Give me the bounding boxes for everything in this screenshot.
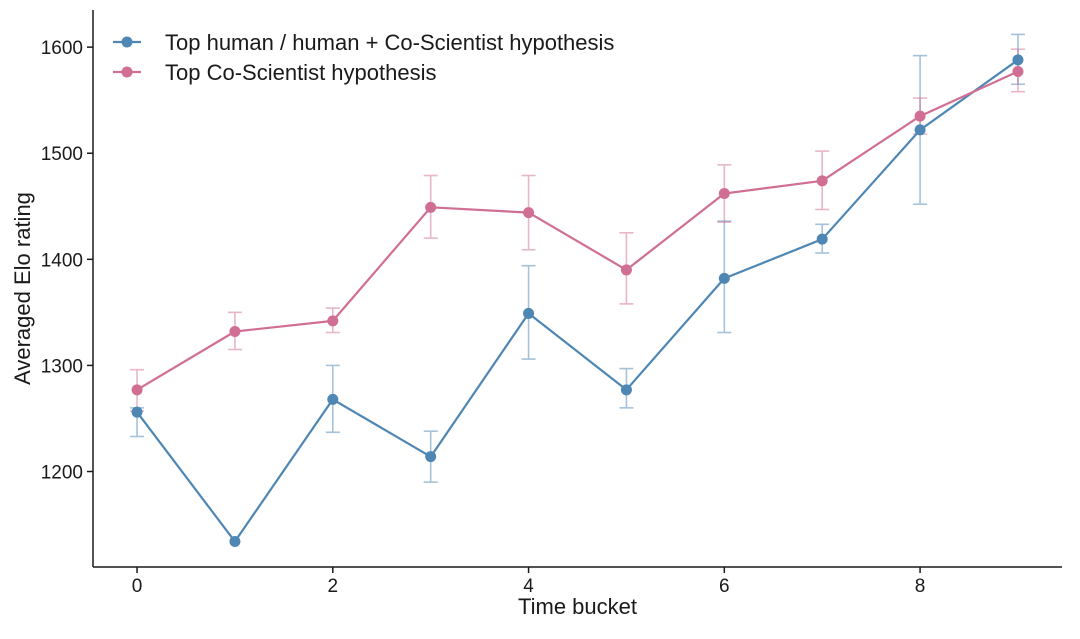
data-point-series-2 bbox=[1012, 66, 1024, 78]
x-axis-label: Time bucket bbox=[518, 594, 637, 619]
data-point-series-2 bbox=[327, 315, 339, 327]
x-tick-label: 2 bbox=[328, 576, 339, 597]
data-point-series-1 bbox=[620, 384, 632, 396]
data-point-series-2 bbox=[914, 110, 926, 122]
data-point-series-2 bbox=[425, 201, 437, 213]
legend-label: Top Co-Scientist hypothesis bbox=[165, 60, 436, 85]
data-point-series-1 bbox=[1012, 54, 1024, 66]
legend-label: Top human / human + Co-Scientist hypothe… bbox=[165, 30, 614, 55]
data-point-series-1 bbox=[131, 406, 143, 418]
data-point-series-2 bbox=[718, 188, 730, 200]
data-point-series-2 bbox=[229, 325, 241, 337]
legend-marker bbox=[121, 36, 133, 48]
data-point-series-2 bbox=[620, 264, 632, 276]
data-point-series-2 bbox=[816, 175, 828, 187]
x-tick-label: 8 bbox=[915, 576, 926, 597]
data-point-series-1 bbox=[425, 451, 437, 463]
data-point-series-1 bbox=[327, 393, 339, 405]
x-tick-label: 0 bbox=[132, 576, 143, 597]
data-points bbox=[131, 54, 1024, 548]
data-point-series-2 bbox=[131, 384, 143, 396]
series-line-1 bbox=[136, 59, 1019, 543]
data-point-series-1 bbox=[523, 307, 535, 319]
y-tick-label: 1300 bbox=[41, 356, 83, 377]
legend-marker bbox=[121, 66, 133, 78]
y-tick-label: 1600 bbox=[41, 38, 83, 59]
data-point-series-1 bbox=[914, 124, 926, 136]
axes: 1200 1300 1400 1500 1600 0 2 4 6 8 bbox=[41, 10, 1062, 597]
series-line-2 bbox=[136, 70, 1019, 391]
legend: Top human / human + Co-Scientist hypothe… bbox=[113, 30, 614, 85]
series-lines bbox=[136, 59, 1019, 543]
y-tick-label: 1400 bbox=[41, 250, 83, 271]
y-tick-label: 1500 bbox=[41, 144, 83, 165]
y-tick-label: 1200 bbox=[41, 463, 83, 484]
error-bars bbox=[130, 33, 1025, 483]
data-point-series-1 bbox=[229, 536, 241, 548]
x-tick-label: 4 bbox=[523, 576, 534, 597]
data-point-series-1 bbox=[816, 233, 828, 245]
data-point-series-2 bbox=[523, 207, 535, 219]
data-point-series-1 bbox=[718, 272, 730, 284]
x-tick-label: 6 bbox=[719, 576, 730, 597]
y-axis-label: Averaged Elo rating bbox=[10, 192, 35, 385]
